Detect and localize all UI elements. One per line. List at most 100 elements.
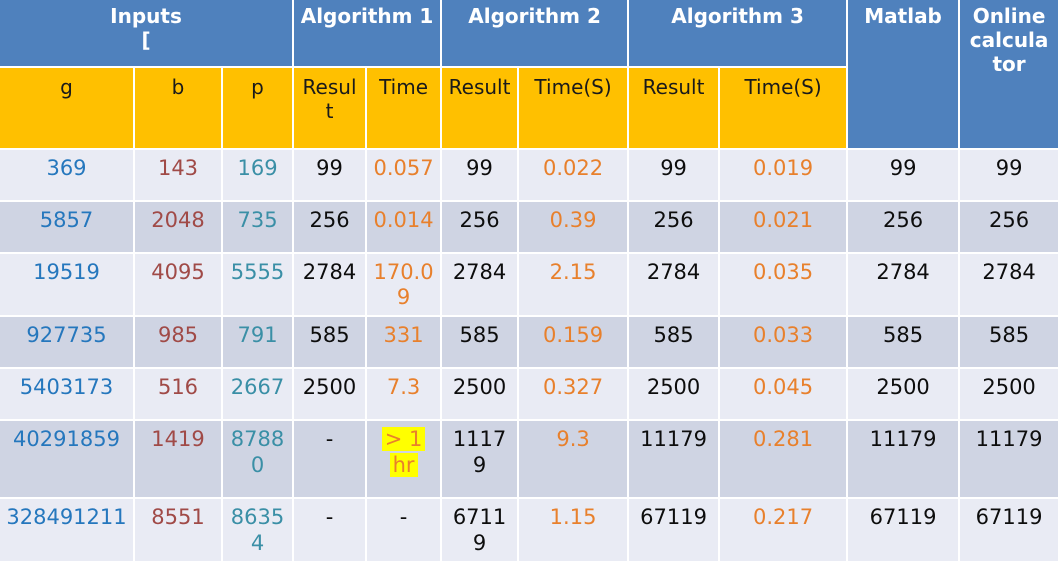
cell-matlab: 256 [848, 202, 961, 254]
subheader-g: g [0, 68, 135, 150]
table-row: 328491211 8551 86354- -67119 1.15 67119 0.217 6… [0, 499, 1060, 563]
cell-b: 143 [135, 150, 223, 202]
cell-a1_time: - [367, 499, 443, 563]
cell-a1_result: 99 [294, 150, 368, 202]
cell-b: 4095 [135, 254, 223, 318]
cell-g: 927735 [0, 317, 135, 370]
header-online-calculator: Online calculator [960, 0, 1060, 150]
cell-g: 5403173 [0, 369, 135, 422]
cell-g: 328491211 [0, 499, 135, 563]
cell-a2_time: 0.39 [519, 202, 630, 254]
subheader-alg2-time: Time(S) [519, 68, 630, 150]
cell-b: 8551 [135, 499, 223, 563]
header-algorithm-2: Algorithm 2 [442, 0, 630, 68]
cell-a2_time: 0.327 [519, 369, 630, 422]
cell-online: 2784 [960, 254, 1060, 318]
cell-a3_time: 0.033 [720, 317, 849, 370]
cell-a1_time: 7.3 [367, 369, 443, 422]
cell-matlab: 99 [848, 150, 961, 202]
table-row: 369 143 169 99 0.057 99 0.022 99 0.019 99 99 [0, 150, 1060, 202]
cell-a1_time: 331 [367, 317, 443, 370]
cell-a3_result: 67119 [629, 499, 721, 563]
cell-online: 67119 [960, 499, 1060, 563]
cell-a3_result: 256 [629, 202, 721, 254]
header-algorithm-3: Algorithm 3 [629, 0, 849, 68]
cell-online: 99 [960, 150, 1060, 202]
cell-a2_time: 2.15 [519, 254, 630, 318]
header-inputs: Inputs [ [0, 0, 295, 68]
cell-a1_time: > 1 hr [367, 421, 443, 500]
header-algorithm-1: Algorithm 1 [294, 0, 443, 68]
cell-a3_result: 11179 [629, 421, 721, 500]
cell-p: 2667 [223, 369, 295, 422]
cell-a1_time: 170.09 [367, 254, 443, 318]
cell-b: 516 [135, 369, 223, 422]
table-row: 19519 4095 5555 2784 170.09 2784 2.15 2784 0.035… [0, 254, 1060, 318]
cell-a1_result: - [294, 499, 368, 563]
cell-g: 5857 [0, 202, 135, 254]
cell-a2_time: 1.15 [519, 499, 630, 563]
subheader-b: b [135, 68, 223, 150]
cell-a1_time: 0.057 [367, 150, 443, 202]
subheader-alg1-result: Result [294, 68, 368, 150]
cell-matlab: 67119 [848, 499, 961, 563]
cell-a3_time: 0.019 [720, 150, 849, 202]
cell-b: 1419 [135, 421, 223, 500]
cell-a1_result: 585 [294, 317, 368, 370]
table-body: 369 143 169 99 0.057 99 0.022 99 0.019 99 99 5857 20… [0, 150, 1060, 563]
cell-a3_time: 0.021 [720, 202, 849, 254]
cell-a2_time: 0.022 [519, 150, 630, 202]
subheader-alg1-time: Time [367, 68, 443, 150]
header-column-row: g b p Result Time Result Time(S) Result … [0, 68, 1060, 150]
cell-a3_time: 0.045 [720, 369, 849, 422]
cell-p: 86354 [223, 499, 295, 563]
cell-a1_time: 0.014 [367, 202, 443, 254]
cell-a3_result: 585 [629, 317, 721, 370]
header-matlab: Matlab [848, 0, 961, 150]
table-row: 5403173 516 2667 2500 7.3 2500 0.327 2500 0.045 2… [0, 369, 1060, 422]
highlighted-value: > 1 hr [381, 427, 426, 477]
cell-b: 985 [135, 317, 223, 370]
cell-p: 735 [223, 202, 295, 254]
cell-p: 791 [223, 317, 295, 370]
table-row: 927735 985 791 585 331 585 0.159 585 0.033 585 585 [0, 317, 1060, 370]
subheader-alg3-time: Time(S) [720, 68, 849, 150]
cell-a1_result: 256 [294, 202, 368, 254]
cell-a1_result: 2500 [294, 369, 368, 422]
cell-online: 585 [960, 317, 1060, 370]
subheader-p: p [223, 68, 295, 150]
cell-g: 369 [0, 150, 135, 202]
cell-g: 19519 [0, 254, 135, 318]
subheader-alg3-result: Result [629, 68, 721, 150]
table-row: 40291859 1419 87880- > 1 hr 11179 9.3 11179 0.2… [0, 421, 1060, 500]
cell-a3_time: 0.217 [720, 499, 849, 563]
cell-online: 2500 [960, 369, 1060, 422]
cell-a2_result: 2500 [442, 369, 520, 422]
cell-a2_result: 585 [442, 317, 520, 370]
cell-matlab: 2500 [848, 369, 961, 422]
cell-a3_result: 2500 [629, 369, 721, 422]
cell-a3_time: 0.035 [720, 254, 849, 318]
cell-a3_result: 2784 [629, 254, 721, 318]
cell-a3_time: 0.281 [720, 421, 849, 500]
subheader-alg2-result: Result [442, 68, 520, 150]
cell-a2_result: 99 [442, 150, 520, 202]
cell-a1_result: - [294, 421, 368, 500]
cell-a2_result: 11179 [442, 421, 520, 500]
cell-online: 256 [960, 202, 1060, 254]
cell-a2_result: 256 [442, 202, 520, 254]
cell-p: 169 [223, 150, 295, 202]
cell-b: 2048 [135, 202, 223, 254]
cell-matlab: 11179 [848, 421, 961, 500]
header-group-row: Inputs [ Algorithm 1 Algorithm 2 Algorit… [0, 0, 1060, 150]
cell-a1_result: 2784 [294, 254, 368, 318]
cell-a2_time: 9.3 [519, 421, 630, 500]
cell-a2_result: 67119 [442, 499, 520, 563]
cell-g: 40291859 [0, 421, 135, 500]
table-row: 5857 2048 735 256 0.014 256 0.39 256 0.021 256 256 [0, 202, 1060, 254]
cell-a2_result: 2784 [442, 254, 520, 318]
cell-matlab: 2784 [848, 254, 961, 318]
cell-a2_time: 0.159 [519, 317, 630, 370]
cell-matlab: 585 [848, 317, 961, 370]
